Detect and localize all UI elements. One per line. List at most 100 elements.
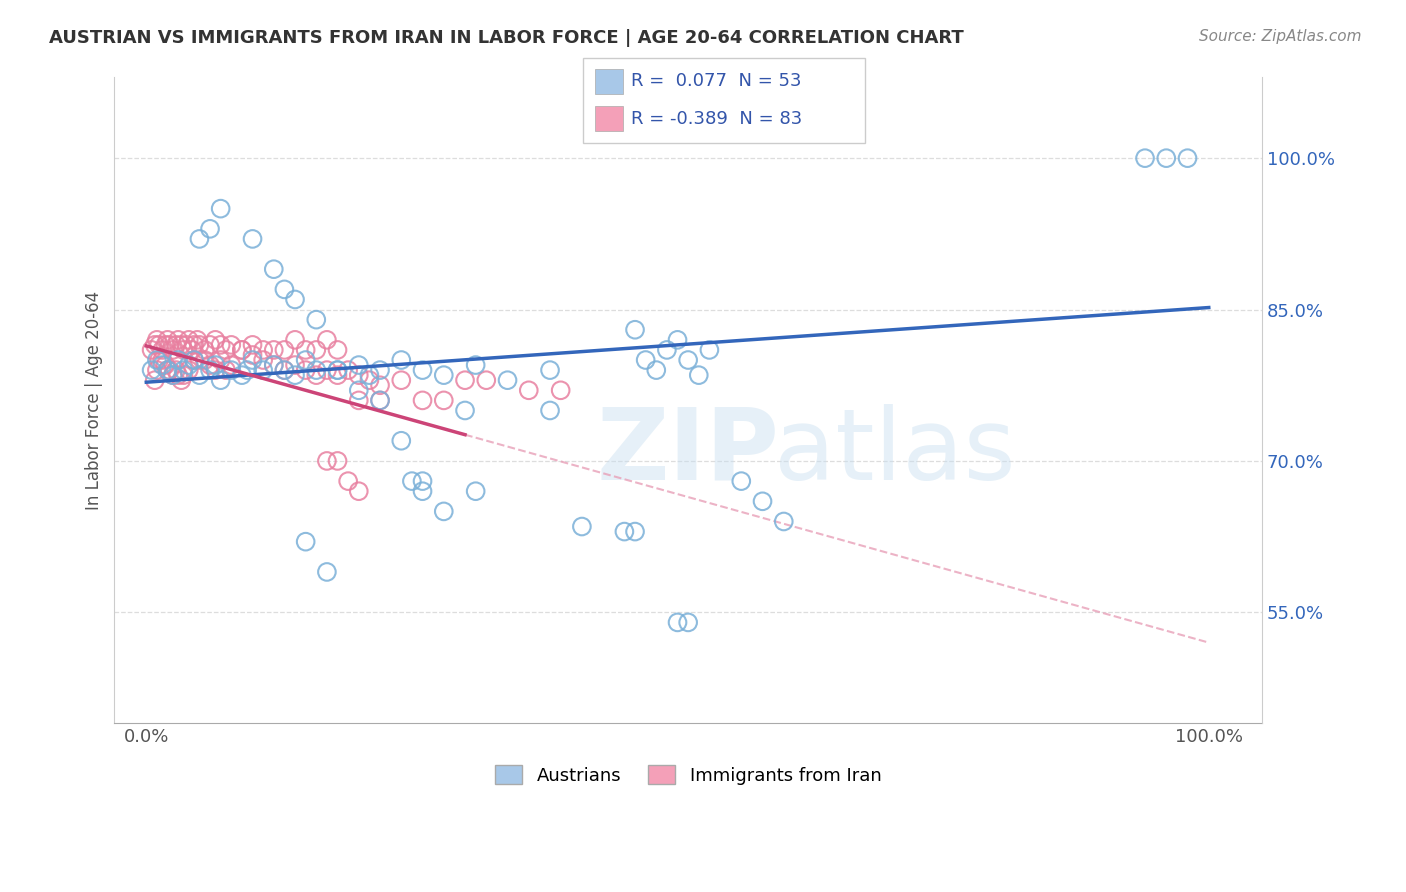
Point <box>170 373 193 387</box>
Point <box>176 338 198 352</box>
Point <box>624 524 647 539</box>
Point <box>699 343 721 357</box>
Point <box>347 484 370 499</box>
Point <box>347 358 370 372</box>
Point <box>170 338 193 352</box>
Point <box>688 368 710 383</box>
Point <box>613 524 636 539</box>
Point <box>156 363 179 377</box>
Point <box>412 363 434 377</box>
Point <box>433 504 456 518</box>
Point <box>730 474 752 488</box>
Point <box>316 454 339 468</box>
Point <box>347 384 370 398</box>
Point <box>666 615 689 630</box>
Point <box>188 232 211 246</box>
Point <box>284 333 307 347</box>
Point <box>316 333 339 347</box>
Point <box>347 368 370 383</box>
Point <box>273 282 295 296</box>
Point <box>751 494 773 508</box>
Point <box>305 368 328 383</box>
Point <box>165 338 187 352</box>
Point <box>666 333 689 347</box>
Point <box>389 434 412 448</box>
Point <box>172 363 194 377</box>
Point <box>177 358 200 372</box>
Point <box>389 373 412 387</box>
Point <box>368 378 391 392</box>
Point <box>1177 151 1199 165</box>
Point <box>337 363 360 377</box>
Point <box>326 363 349 377</box>
Point <box>655 343 678 357</box>
Point <box>412 484 434 499</box>
Point <box>368 393 391 408</box>
Point <box>1154 151 1177 165</box>
Point <box>194 353 217 368</box>
Point <box>294 363 316 377</box>
Point <box>412 393 434 408</box>
Point <box>305 343 328 357</box>
Point <box>159 363 181 377</box>
Point <box>284 358 307 372</box>
Point <box>215 343 238 357</box>
Point <box>231 368 253 383</box>
Point <box>263 343 285 357</box>
Point <box>252 353 274 368</box>
Point <box>198 358 221 372</box>
Point <box>433 393 456 408</box>
Point <box>167 333 190 347</box>
Point <box>188 368 211 383</box>
Point <box>183 353 205 368</box>
Point <box>273 363 295 377</box>
Point <box>167 368 190 383</box>
Point <box>209 202 232 216</box>
Point <box>143 373 166 387</box>
Point <box>209 373 232 387</box>
Point <box>188 338 211 352</box>
Point <box>146 333 169 347</box>
Point <box>167 353 190 368</box>
Point <box>186 333 208 347</box>
Point <box>231 343 253 357</box>
Point <box>284 368 307 383</box>
Point <box>155 358 177 372</box>
Point <box>143 338 166 352</box>
Point <box>538 363 561 377</box>
Point <box>209 338 232 352</box>
Point <box>359 368 381 383</box>
Point <box>316 565 339 579</box>
Point <box>215 363 238 377</box>
Text: Source: ZipAtlas.com: Source: ZipAtlas.com <box>1198 29 1361 44</box>
Point <box>464 484 486 499</box>
Point <box>517 384 540 398</box>
Point <box>194 343 217 357</box>
Point <box>198 338 221 352</box>
Point <box>165 363 187 377</box>
Point <box>368 393 391 408</box>
Point <box>433 368 456 383</box>
Point <box>188 353 211 368</box>
Point <box>150 353 173 368</box>
Point <box>359 373 381 387</box>
Point <box>326 454 349 468</box>
Point <box>172 368 194 383</box>
Point <box>252 343 274 357</box>
Point <box>454 373 477 387</box>
Point <box>550 384 572 398</box>
Point <box>347 393 370 408</box>
Point <box>150 343 173 357</box>
Point <box>273 363 295 377</box>
Point <box>236 363 259 377</box>
Text: ZIP: ZIP <box>596 403 779 500</box>
Point <box>141 343 163 357</box>
Point <box>305 363 328 377</box>
Point <box>571 519 593 533</box>
Text: atlas: atlas <box>775 403 1017 500</box>
Point <box>209 353 232 368</box>
Point <box>645 363 668 377</box>
Y-axis label: In Labor Force | Age 20-64: In Labor Force | Age 20-64 <box>86 291 103 510</box>
Point <box>538 403 561 417</box>
Point <box>401 474 423 488</box>
